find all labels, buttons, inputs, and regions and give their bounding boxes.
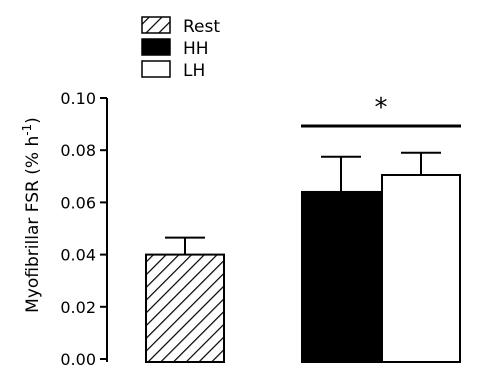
y-axis-label: Myofibrillar FSR (% h-1) [20, 117, 43, 313]
y-tick-label: 0.06 [60, 193, 96, 212]
legend-label-rest: Rest [183, 17, 220, 37]
bars [145, 173, 461, 364]
error-bars [165, 151, 441, 255]
y-tick-label: 0.04 [60, 246, 96, 265]
legend-swatch-rest [141, 16, 171, 34]
y-tick-label: 0.10 [60, 89, 96, 108]
bar-hh [301, 190, 381, 363]
bar-lh [381, 173, 461, 363]
significance-star: * [375, 93, 388, 123]
legend-label-hh: HH [183, 39, 209, 59]
legend-swatch-hh [141, 38, 171, 56]
y-axis-ticks: 0.00 0.02 0.04 0.06 0.08 0.10 [60, 89, 107, 367]
legend-label-lh: LH [183, 61, 205, 81]
y-tick-label: 0.00 [60, 350, 96, 367]
bar-rest [145, 253, 225, 364]
legend-swatch-lh [141, 60, 171, 78]
y-tick-label: 0.02 [60, 298, 96, 317]
y-tick-label: 0.08 [60, 141, 96, 160]
